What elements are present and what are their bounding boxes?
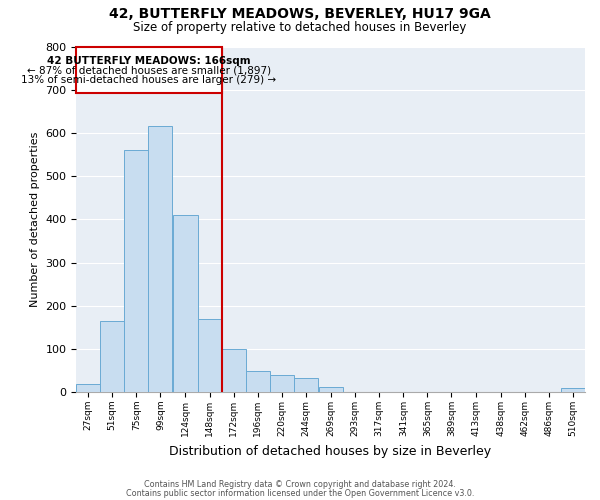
Bar [294, 378, 318, 392]
Y-axis label: Number of detached properties: Number of detached properties [29, 132, 40, 307]
Bar [197, 318, 221, 392]
Text: Size of property relative to detached houses in Beverley: Size of property relative to detached ho… [133, 21, 467, 34]
Text: ← 87% of detached houses are smaller (1,897): ← 87% of detached houses are smaller (1,… [27, 66, 271, 76]
Text: Contains public sector information licensed under the Open Government Licence v3: Contains public sector information licen… [126, 488, 474, 498]
Text: 42, BUTTERFLY MEADOWS, BEVERLEY, HU17 9GA: 42, BUTTERFLY MEADOWS, BEVERLEY, HU17 9G… [109, 8, 491, 22]
Bar [173, 215, 197, 392]
Bar [221, 349, 246, 392]
X-axis label: Distribution of detached houses by size in Beverley: Distribution of detached houses by size … [169, 444, 491, 458]
FancyBboxPatch shape [76, 46, 221, 92]
Bar [561, 388, 585, 392]
Bar [100, 321, 124, 392]
Text: 42 BUTTERFLY MEADOWS: 166sqm: 42 BUTTERFLY MEADOWS: 166sqm [47, 56, 251, 66]
Bar [319, 386, 343, 392]
Bar [270, 375, 294, 392]
Bar [124, 150, 148, 392]
Bar [148, 126, 172, 392]
Text: Contains HM Land Registry data © Crown copyright and database right 2024.: Contains HM Land Registry data © Crown c… [144, 480, 456, 489]
Text: 13% of semi-detached houses are larger (279) →: 13% of semi-detached houses are larger (… [21, 76, 277, 86]
Bar [246, 370, 270, 392]
Bar [76, 384, 100, 392]
